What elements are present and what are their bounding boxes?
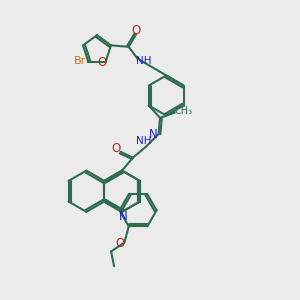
Text: O: O (98, 56, 107, 69)
Text: Br: Br (74, 56, 86, 66)
Text: O: O (115, 237, 124, 250)
Text: O: O (112, 142, 121, 155)
Text: O: O (132, 23, 141, 37)
Text: NH: NH (136, 56, 152, 66)
Text: N: N (149, 128, 158, 141)
Text: CH₃: CH₃ (175, 106, 193, 116)
Text: N: N (119, 210, 128, 223)
Text: NH: NH (136, 136, 152, 146)
